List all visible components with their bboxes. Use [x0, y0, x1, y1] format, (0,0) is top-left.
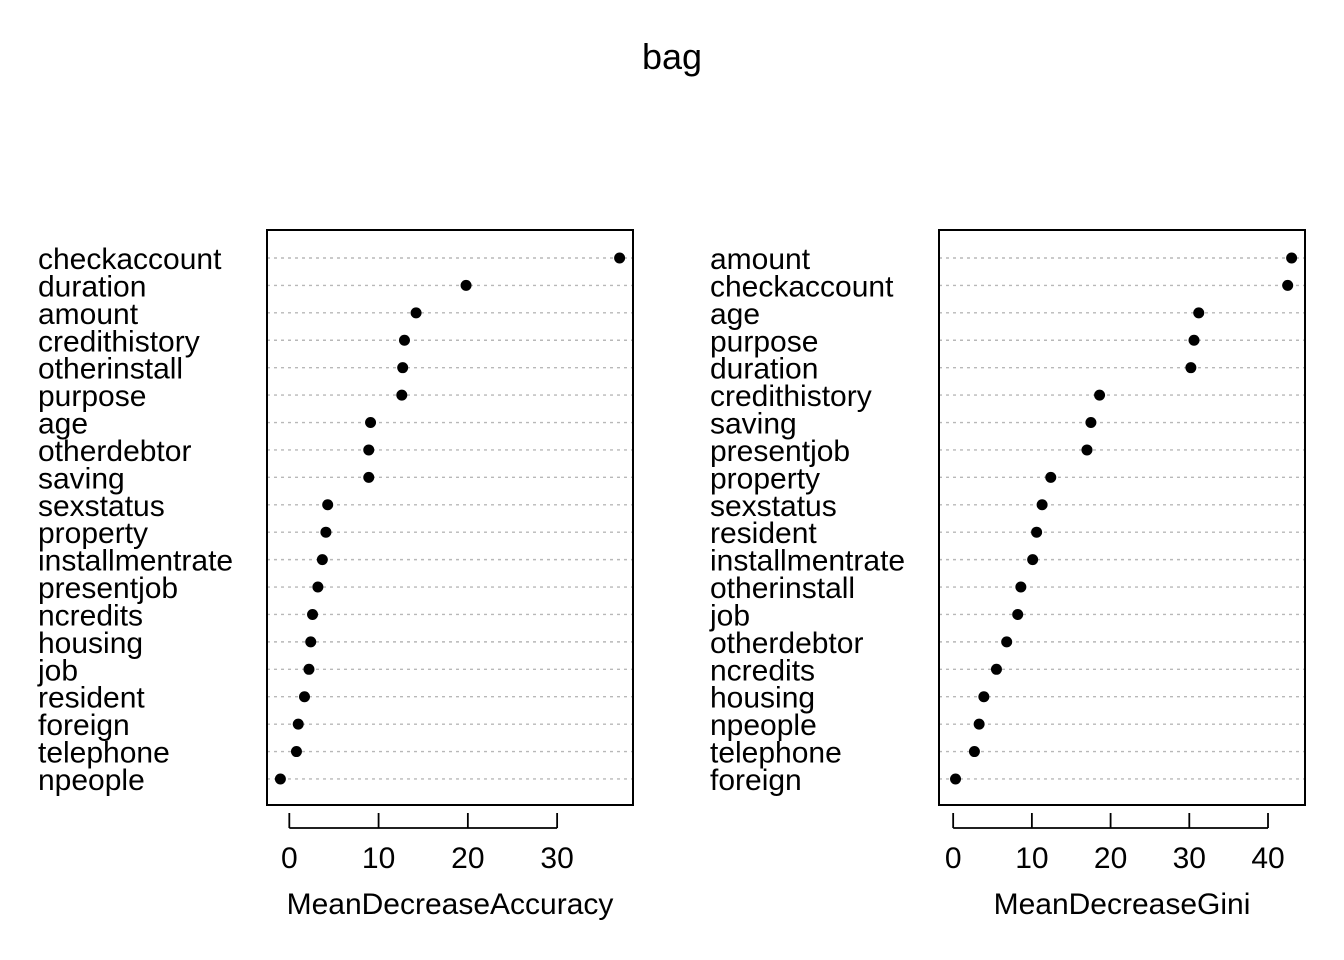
gini-point [1031, 526, 1043, 538]
accuracy-point [305, 636, 317, 648]
accuracy-category-label: credithistory [38, 325, 200, 358]
accuracy-x-tick-label: 30 [540, 842, 573, 875]
accuracy-point [320, 526, 332, 538]
gini-category-label: otherdebtor [710, 627, 863, 660]
accuracy-point [363, 444, 375, 456]
gini-category-label: telephone [710, 737, 842, 770]
gini-x-tick-label: 30 [1173, 842, 1206, 875]
gini-x-tick-label: 40 [1251, 842, 1284, 875]
accuracy-category-label: presentjob [38, 572, 178, 605]
gini-category-label: amount [710, 243, 811, 276]
gini-point [1188, 334, 1200, 346]
accuracy-category-label: resident [38, 682, 145, 715]
gini-point [1085, 417, 1097, 429]
gini-point [1027, 554, 1039, 566]
accuracy-point [298, 691, 310, 703]
accuracy-category-label: job [37, 654, 78, 687]
gini-category-label: checkaccount [710, 270, 894, 303]
gini-point [1282, 279, 1294, 291]
accuracy-category-label: ncredits [38, 599, 143, 632]
gini-point [1036, 499, 1048, 511]
accuracy-category-label: npeople [38, 764, 145, 797]
gini-x-axis-label: MeanDecreaseGini [994, 888, 1251, 921]
accuracy-point [614, 252, 626, 264]
gini-point [1185, 362, 1197, 374]
gini-category-label: age [710, 298, 760, 331]
figure-title: bag [642, 36, 702, 77]
accuracy-category-label: installmentrate [38, 545, 233, 578]
gini-category-label: housing [710, 682, 815, 715]
gini-point [1012, 608, 1024, 620]
accuracy-x-axis-label: MeanDecreaseAccuracy [287, 888, 614, 921]
gini-point [1193, 307, 1205, 319]
accuracy-x-tick-label: 10 [362, 842, 395, 875]
accuracy-category-label: amount [38, 298, 139, 331]
accuracy-point [363, 471, 375, 483]
gini-plot-frame [938, 229, 1306, 806]
accuracy-category-label: sexstatus [38, 490, 165, 523]
accuracy-category-label: otherdebtor [38, 435, 191, 468]
accuracy-x-tick-label: 0 [281, 842, 298, 875]
accuracy-point [316, 554, 328, 566]
gini-category-label: purpose [710, 325, 818, 358]
gini-point [1045, 471, 1057, 483]
accuracy-category-label: purpose [38, 380, 146, 413]
accuracy-plot-frame [266, 229, 634, 806]
gini-category-label: resident [710, 517, 817, 550]
gini-category-label: duration [710, 353, 818, 386]
accuracy-category-label: saving [38, 462, 125, 495]
gini-point [973, 718, 985, 730]
gini-x-tick-label: 0 [945, 842, 962, 875]
accuracy-category-label: duration [38, 270, 146, 303]
gini-point [1286, 252, 1298, 264]
accuracy-point [397, 362, 409, 374]
accuracy-category-label: otherinstall [38, 353, 183, 386]
gini-point [968, 746, 980, 758]
accuracy-point [274, 773, 286, 785]
accuracy-point [292, 718, 304, 730]
gini-point [1081, 444, 1093, 456]
gini-category-label: otherinstall [710, 572, 855, 605]
accuracy-panel: checkaccountdurationamountcredithistoryo… [37, 229, 634, 921]
gini-point [990, 663, 1002, 675]
accuracy-point [365, 417, 377, 429]
accuracy-category-label: telephone [38, 737, 170, 770]
accuracy-category-label: housing [38, 627, 143, 660]
gini-x-tick-label: 20 [1094, 842, 1127, 875]
accuracy-category-label: age [38, 408, 88, 441]
gini-point [1001, 636, 1013, 648]
accuracy-point [303, 663, 315, 675]
accuracy-category-label: foreign [38, 709, 130, 742]
accuracy-point [307, 608, 319, 620]
gini-category-label: job [709, 599, 750, 632]
accuracy-category-label: checkaccount [38, 243, 222, 276]
gini-category-label: saving [710, 408, 797, 441]
gini-category-label: installmentrate [710, 545, 905, 578]
gini-category-label: ncredits [710, 654, 815, 687]
gini-x-tick-label: 10 [1015, 842, 1048, 875]
gini-category-label: credithistory [710, 380, 872, 413]
accuracy-category-label: property [38, 517, 148, 550]
gini-category-label: foreign [710, 764, 802, 797]
gini-point [1015, 581, 1027, 593]
gini-point [978, 691, 990, 703]
gini-point [1094, 389, 1106, 401]
gini-category-label: property [710, 462, 820, 495]
gini-category-label: npeople [710, 709, 817, 742]
accuracy-x-tick-label: 20 [451, 842, 484, 875]
gini-panel: amountcheckaccountagepurposedurationcred… [709, 229, 1306, 921]
gini-category-label: presentjob [710, 435, 850, 468]
gini-category-label: sexstatus [710, 490, 837, 523]
accuracy-point [396, 389, 408, 401]
accuracy-point [322, 499, 334, 511]
accuracy-point [398, 334, 410, 346]
accuracy-point [312, 581, 324, 593]
accuracy-point [290, 746, 302, 758]
gini-point [950, 773, 962, 785]
accuracy-point [410, 307, 422, 319]
accuracy-point [460, 279, 472, 291]
